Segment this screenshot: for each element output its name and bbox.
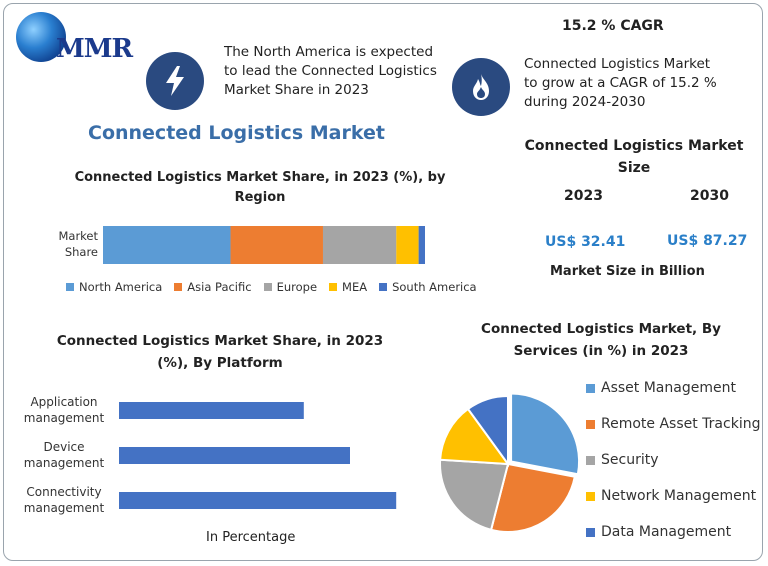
pie-slice — [439, 458, 510, 532]
services-chart-title: Connected Logistics Market, By Services … — [456, 318, 746, 362]
services-legend-label: Security — [601, 452, 659, 468]
legend-swatch — [263, 283, 272, 291]
region-stacked-bar — [103, 226, 425, 264]
pie-slice — [466, 394, 509, 468]
region-bar-segment — [230, 226, 323, 264]
region-bar-segment — [322, 226, 397, 264]
platform-category-labels: Application management Device management Con… — [14, 392, 114, 522]
legend-swatch — [586, 455, 595, 465]
region-chart-title-line: Connected Logistics Market Share, in 202… — [74, 170, 446, 185]
region-chart-title: Connected Logistics Market Share, in 202… — [70, 168, 450, 208]
services-chart-title-line: Services (in %) in 2023 — [513, 343, 689, 359]
legend-swatch — [586, 491, 595, 501]
legend-swatch — [329, 283, 338, 291]
platform-category-label: Application management — [14, 394, 114, 426]
legend-swatch — [586, 527, 595, 537]
region-legend-label: South America — [392, 280, 477, 294]
logo-text: MMR — [56, 34, 133, 64]
platform-category-label: Device management — [14, 439, 114, 471]
value-2023: US$ 32.41 — [545, 234, 626, 250]
flame-icon — [452, 58, 510, 116]
legend-swatch — [174, 283, 183, 291]
legend-swatch — [66, 283, 74, 291]
platform-category-label-line: Device — [43, 440, 85, 454]
legend-swatch — [586, 383, 595, 393]
region-category-label-line: Market — [58, 229, 98, 243]
cagr-note-line: during 2024-2030 — [524, 94, 646, 110]
na-note-line: Market Share in 2023 — [224, 82, 369, 98]
globe-logo-icon — [16, 12, 66, 62]
platform-chart-title-line: (%), By Platform — [157, 355, 283, 371]
infographic-frame — [3, 3, 763, 561]
cagr-note-line: to grow at a CAGR of 15.2 % — [524, 75, 717, 91]
region-legend-item: North America — [66, 280, 162, 294]
services-legend-item: Asset Management — [586, 380, 736, 396]
region-bar-segment — [396, 226, 419, 264]
legend-swatch — [586, 419, 595, 429]
region-legend-label: North America — [79, 280, 163, 294]
cagr-note: Connected Logistics Market to grow at a … — [524, 55, 754, 112]
pie-slice — [439, 407, 511, 466]
services-legend-label: Data Management — [601, 524, 732, 540]
platform-category-label: Connectivity management — [14, 484, 114, 516]
region-legend-item: MEA — [329, 280, 367, 294]
legend-swatch — [379, 283, 388, 291]
north-america-note: The North America is expected to lead th… — [224, 43, 454, 100]
region-legend-item: South America — [379, 280, 477, 294]
platform-bar — [119, 447, 350, 464]
platform-chart-title-line: Connected Logistics Market Share, in 202… — [56, 333, 384, 349]
platform-bar — [119, 492, 397, 509]
services-legend-label: Asset Management — [601, 380, 736, 396]
na-note-line: to lead the Connected Logistics — [224, 63, 437, 79]
platform-bar — [119, 402, 304, 419]
services-legend-item: Data Management — [586, 524, 731, 540]
region-legend-item: Europe — [263, 280, 318, 294]
main-title: Connected Logistics Market — [88, 122, 385, 144]
services-chart-title-line: Connected Logistics Market, By — [481, 321, 721, 337]
platform-category-label-line: management — [23, 456, 105, 470]
services-legend-label: Remote Asset Tracking — [601, 416, 761, 432]
region-category-label-line: Share — [64, 245, 98, 259]
region-legend-item: Asia Pacific — [174, 280, 252, 294]
services-legend-item: Network Management — [586, 488, 756, 504]
lightning-bolt-icon — [146, 52, 204, 110]
region-legend-label: Asia Pacific — [187, 280, 252, 294]
platform-category-label-line: Connectivity — [26, 485, 102, 499]
market-size-title-line: Size — [617, 160, 651, 176]
region-legend-label: Europe — [276, 280, 318, 294]
services-legend-item: Remote Asset Tracking — [586, 416, 760, 432]
year-2023: 2023 — [564, 188, 603, 204]
platform-x-axis-label: In Percentage — [206, 530, 296, 545]
region-legend: North America Asia Pacific Europe MEA South … — [66, 280, 477, 294]
cagr-note-line: Connected Logistics Market — [524, 56, 711, 72]
platform-category-label-line: management — [23, 501, 105, 515]
market-size-title: Connected Logistics Market Size — [520, 135, 748, 179]
na-note-line: The North America is expected — [224, 44, 434, 60]
region-chart-title-line: Region — [234, 190, 286, 205]
services-pie-chart — [439, 392, 581, 533]
value-2030: US$ 87.27 — [667, 233, 748, 249]
region-bar-segment — [418, 226, 425, 264]
market-size-caption: Market Size in Billion — [550, 264, 705, 279]
region-category-label: Market Share — [38, 228, 98, 260]
pie-slice — [510, 392, 581, 476]
region-legend-label: MEA — [342, 280, 368, 294]
services-legend-item: Security — [586, 452, 659, 468]
services-legend-label: Network Management — [601, 488, 757, 504]
market-size-title-line: Connected Logistics Market — [524, 138, 744, 154]
region-bar-segment — [103, 226, 231, 264]
platform-chart-title: Connected Logistics Market Share, in 202… — [50, 330, 390, 374]
cagr-title: 15.2 % CAGR — [562, 18, 664, 34]
platform-category-label-line: management — [23, 411, 105, 425]
platform-category-label-line: Application — [30, 395, 98, 409]
year-2030: 2030 — [690, 188, 729, 204]
pie-slice — [489, 462, 576, 533]
platform-bar-chart — [119, 402, 397, 509]
